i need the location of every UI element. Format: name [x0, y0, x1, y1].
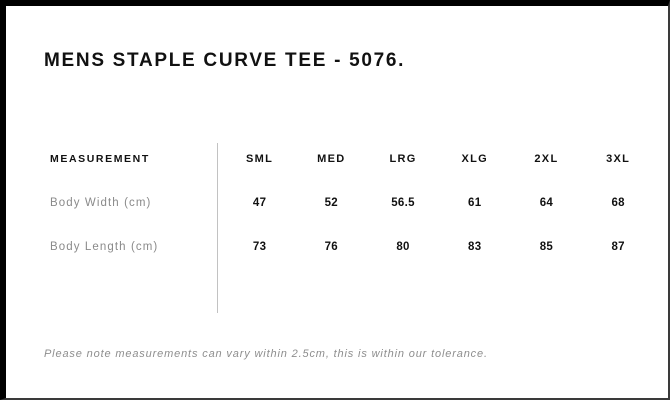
table-header-row: MEASUREMENT SML MED LRG XLG 2XL 3XL [44, 137, 654, 181]
cell-body-width-xlg: 61 [468, 197, 482, 209]
table-vertical-divider [217, 143, 218, 313]
cell-body-width-3xl: 68 [611, 197, 625, 209]
page-content: MENS STAPLE CURVE TEE - 5076. MEASUREMEN… [6, 6, 668, 398]
cell-body-width-2xl: 64 [539, 197, 554, 209]
row-label-body-length: Body Length (cm) [50, 241, 159, 253]
cell-body-length-2xl: 85 [539, 241, 554, 253]
cell-body-length-sml: 73 [252, 241, 267, 253]
column-header-med: MED [317, 153, 346, 165]
cell-body-length-lrg: 80 [396, 241, 410, 253]
cell-body-width-med: 52 [324, 197, 339, 209]
tolerance-note: Please note measurements can vary within… [44, 348, 488, 360]
column-header-sml: SML [246, 153, 274, 165]
column-header-2xl: 2XL [534, 153, 559, 165]
size-measurement-table: MEASUREMENT SML MED LRG XLG 2XL 3XL Body… [44, 137, 654, 269]
cell-body-length-xlg: 83 [468, 241, 482, 253]
table-body: Body Width (cm) 47 52 56.5 61 64 68 Body… [44, 181, 654, 269]
column-header-xlg: XLG [461, 153, 488, 165]
row-label-body-width: Body Width (cm) [50, 197, 152, 209]
table-row: Body Width (cm) 47 52 56.5 61 64 68 [44, 181, 654, 225]
table-row: Body Length (cm) 73 76 80 83 85 87 [44, 225, 654, 269]
cell-body-length-med: 76 [324, 241, 339, 253]
page-title: MENS STAPLE CURVE TEE - 5076. [44, 50, 406, 71]
column-header-3xl: 3XL [606, 153, 631, 165]
cell-body-width-lrg: 56.5 [391, 197, 415, 209]
column-header-lrg: LRG [389, 153, 417, 165]
cell-body-length-3xl: 87 [611, 241, 625, 253]
column-header-measurement: MEASUREMENT [50, 153, 150, 165]
table-header: MEASUREMENT SML MED LRG XLG 2XL 3XL [44, 137, 654, 181]
cell-body-width-sml: 47 [252, 197, 267, 209]
